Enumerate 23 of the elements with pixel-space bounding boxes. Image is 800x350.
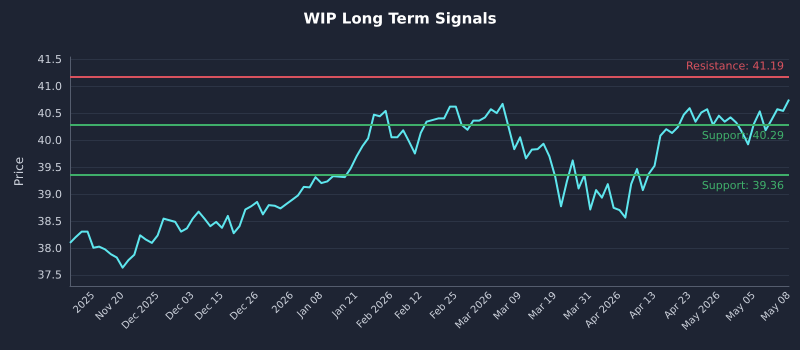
x-tick-label: Jan 08 [294, 290, 326, 321]
y-tick-label: 41.5 [38, 53, 62, 66]
x-tick-label: Jan 21 [330, 290, 360, 321]
chart-title: WIP Long Term Signals [303, 10, 497, 28]
y-tick-label: 40.5 [38, 107, 62, 120]
x-tick-label: Dec 26 [228, 290, 261, 323]
y-tick-label: 38.5 [38, 214, 62, 228]
line-series [69, 98, 790, 269]
y-axis-title: Price [12, 156, 26, 186]
y-tick-label: 41.0 [38, 80, 62, 94]
x-tick-label: Mar 09 [492, 290, 524, 322]
y-tick-label: 39.0 [38, 188, 62, 201]
x-tick-label: Feb 12 [393, 290, 425, 322]
x-tick-label: Mar 19 [526, 290, 560, 322]
y-tick-label: 39.5 [38, 160, 62, 174]
y-tick-label: 37.5 [38, 268, 62, 282]
x-tick-label: Dec 15 [193, 290, 226, 323]
ref-line-label: Support: 39.36 [702, 179, 784, 192]
x-tick-label: Feb 25 [428, 290, 460, 322]
y-tick-label: 40.0 [38, 134, 62, 148]
y-tick-label: 38.0 [38, 242, 62, 255]
ref-line-label: Resistance: 41.19 [686, 59, 784, 72]
x-tick-label: Apr 13 [627, 290, 658, 322]
